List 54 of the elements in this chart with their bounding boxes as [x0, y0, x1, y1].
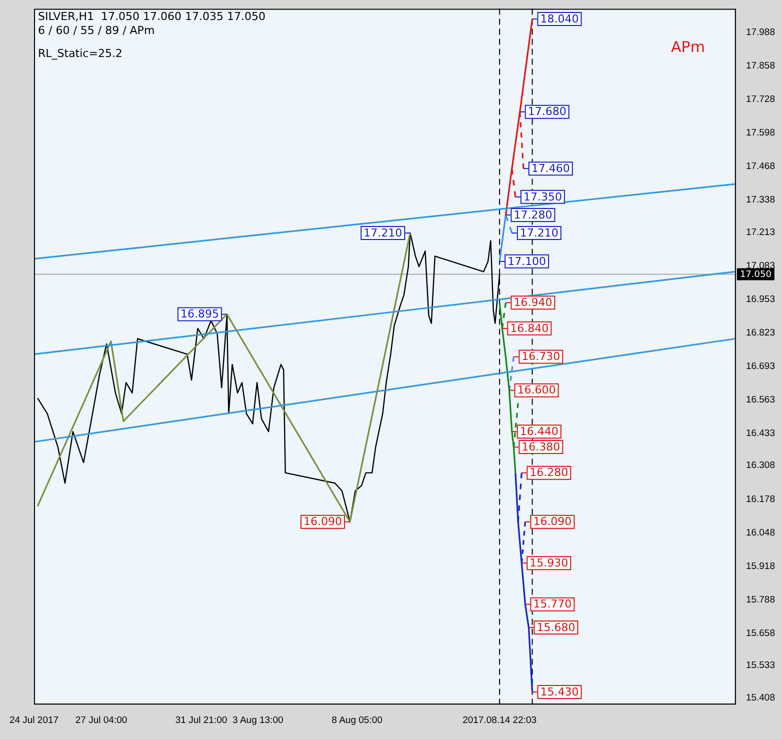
- y-tick-label: 17.213: [746, 226, 776, 238]
- data-label: 16.090: [303, 515, 342, 528]
- data-label: 17.210: [520, 226, 558, 240]
- ref-line-label: 17.050: [740, 270, 772, 280]
- data-label: 17.210: [364, 226, 402, 240]
- y-tick-label: 17.338: [746, 194, 776, 206]
- x-tick-label: 27 Jul 04:00: [75, 714, 128, 726]
- x-tick-label: 8 Aug 05:00: [332, 714, 382, 726]
- data-label: 15.430: [540, 685, 579, 698]
- y-tick-label: 16.433: [746, 428, 776, 439]
- y-tick-label: 16.048: [746, 527, 776, 538]
- data-label: 17.350: [523, 190, 562, 204]
- data-label: 17.280: [514, 208, 552, 222]
- data-label: 15.680: [536, 620, 576, 634]
- x-tick-label: 2017.08.14 22:03: [462, 714, 537, 726]
- annotation: RL_Static=25.2: [38, 47, 122, 60]
- y-tick-label: 16.308: [746, 460, 776, 472]
- data-label: 18.040: [540, 12, 579, 26]
- data-label: 16.280: [530, 466, 568, 480]
- chart-title: SILVER,H1 17.050 17.060 17.035 17.050: [38, 10, 266, 24]
- y-tick-label: 16.953: [746, 294, 776, 305]
- data-label: 16.730: [522, 350, 560, 364]
- data-label: 15.770: [533, 598, 572, 611]
- data-label: 16.940: [514, 296, 552, 310]
- data-label: 17.100: [508, 254, 546, 268]
- y-tick-label: 16.178: [746, 494, 776, 505]
- data-label: 16.840: [510, 322, 549, 335]
- y-tick-label: 16.563: [746, 394, 776, 406]
- y-tick-label: 17.468: [746, 161, 776, 172]
- data-label: 16.090: [533, 515, 572, 528]
- y-tick-label: 17.988: [746, 27, 776, 38]
- data-label: 15.930: [530, 556, 568, 570]
- y-tick-label: 15.408: [746, 692, 776, 704]
- data-label: 16.440: [520, 424, 558, 438]
- text: 6 / 60 / 55 / 89 / APm: [38, 24, 155, 38]
- y-tick-label: 17.728: [746, 94, 776, 106]
- data-label: 17.460: [531, 162, 570, 175]
- data-label: 16.380: [522, 440, 560, 454]
- x-tick-label: 24 Jul 2017: [9, 714, 59, 726]
- y-tick-label: 16.693: [746, 360, 776, 372]
- annotation: APm: [671, 38, 705, 56]
- y-tick-label: 17.083: [746, 260, 776, 272]
- y-tick-label: 15.788: [746, 594, 776, 606]
- y-tick-label: 17.598: [746, 128, 776, 139]
- data-label: 17.680: [528, 105, 566, 118]
- y-tick-label: 15.533: [746, 660, 776, 672]
- x-tick-label: 3 Aug 13:00: [232, 714, 284, 726]
- data-label: 16.600: [517, 384, 556, 397]
- y-tick-label: 15.658: [746, 628, 776, 639]
- y-tick-label: 15.918: [746, 560, 776, 572]
- y-tick-label: 17.858: [746, 60, 776, 72]
- y-tick-label: 16.823: [746, 327, 776, 338]
- x-tick-label: 31 Jul 21:00: [175, 714, 228, 726]
- data-label: 16.895: [180, 308, 219, 321]
